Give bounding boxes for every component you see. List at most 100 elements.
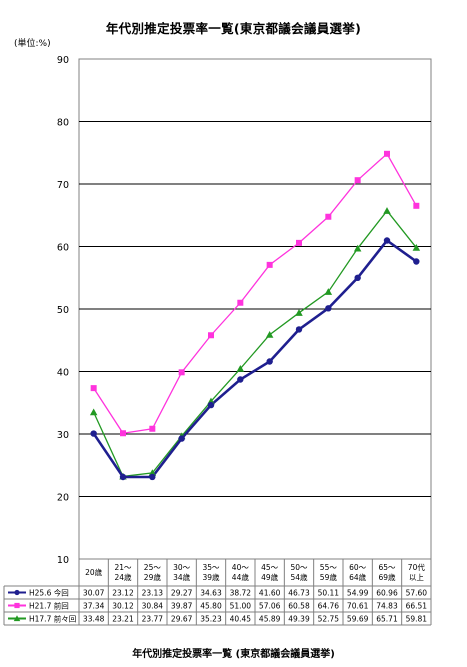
data-point: [412, 243, 421, 251]
data-point: [178, 369, 185, 376]
data-label: 41.60: [259, 589, 281, 598]
data-label: 54.99: [347, 589, 369, 598]
x-tick-label: 35～: [202, 563, 220, 572]
x-tick-label: 50～: [290, 563, 308, 572]
data-label: 65.71: [376, 615, 398, 624]
data-point: [413, 202, 420, 209]
x-tick-label: 59歳: [320, 572, 338, 582]
data-point: [325, 305, 332, 312]
data-label: 23.13: [142, 589, 164, 598]
data-point: [119, 473, 127, 481]
data-point: [207, 401, 215, 409]
data-point: [236, 364, 245, 372]
data-point: [325, 213, 332, 220]
data-point: [90, 430, 97, 437]
x-tick-label: 29歳: [144, 572, 162, 582]
x-tick-label: 40～: [232, 563, 250, 572]
data-label: 39.87: [171, 602, 193, 611]
data-label: 38.72: [230, 589, 252, 598]
x-tick-label: 60～: [349, 563, 367, 572]
data-label: 57.06: [259, 602, 281, 611]
data-label: 60.58: [288, 602, 310, 611]
x-tick-label: 65～: [378, 563, 396, 572]
series-lines: [92, 152, 418, 479]
data-point: [383, 237, 391, 244]
data-label: 35.23: [200, 615, 222, 624]
data-label: 23.77: [142, 615, 164, 624]
data-label: 40.45: [230, 615, 252, 624]
data-label: 23.12: [112, 589, 134, 598]
data-label: 46.73: [288, 589, 310, 598]
legend-marker: [13, 615, 21, 622]
legend-label: H17.7 前々回: [29, 614, 76, 624]
data-point: [413, 258, 420, 265]
data-point: [266, 358, 273, 365]
x-tick-label: 34歳: [173, 572, 191, 582]
data-label: 50.11: [318, 589, 340, 598]
data-point: [295, 309, 303, 316]
data-table: 20歳 21～24歳 25～29歳 30～34歳 35～39歳 40～44歳 45～49歳 5…: [3, 559, 432, 626]
data-label: 57.60: [406, 589, 428, 598]
x-tick-label: 24歳: [114, 572, 132, 582]
data-point: [354, 274, 361, 282]
data-label: 45.89: [259, 615, 281, 624]
x-tick-label: 44歳: [232, 572, 250, 582]
x-tick-label: 25～: [144, 563, 162, 572]
x-tick-label: 39歳: [202, 572, 220, 582]
data-label: 49.39: [288, 615, 310, 624]
data-point: [353, 244, 362, 252]
data-label: 30.12: [112, 602, 134, 611]
data-point: [384, 150, 390, 157]
data-label: 30.84: [142, 602, 164, 611]
data-point: [148, 469, 157, 476]
y-tick-label: 10: [57, 555, 69, 566]
data-label: 30.07: [83, 589, 105, 598]
y-tick-label: 30: [57, 430, 69, 441]
data-label: 29.27: [171, 589, 193, 598]
data-point: [265, 330, 274, 338]
y-tick-label: 70: [57, 180, 69, 191]
series-line: [93, 209, 417, 478]
data-point: [237, 376, 244, 383]
legend-marker: [14, 602, 20, 609]
chart-title: 年代別推定投票率一覧(東京都議会議員選挙): [105, 21, 362, 36]
data-label: 37.34: [83, 602, 105, 611]
series-line: [92, 238, 418, 479]
data-point: [266, 261, 273, 268]
y-tick-label: 60: [57, 243, 69, 254]
data-label: 59.81: [406, 615, 428, 624]
data-label: 66.51: [406, 602, 428, 611]
data-point: [89, 408, 98, 416]
data-point: [324, 288, 333, 295]
data-label: 45.80: [200, 602, 222, 611]
series-markers: [89, 150, 421, 481]
data-point: [149, 425, 156, 432]
x-tick-label: 21～: [114, 563, 132, 572]
data-point: [237, 299, 244, 306]
x-tick-label: 49歳: [261, 572, 279, 582]
x-tick-label: 30～: [173, 563, 191, 572]
data-point: [296, 239, 302, 246]
series-line: [93, 152, 417, 434]
data-point: [354, 177, 361, 184]
x-tick-label: 69歳: [378, 572, 396, 582]
x-tick-label: 以上: [409, 573, 424, 582]
data-point: [295, 326, 303, 333]
legend-label: H21.7 前回: [29, 601, 69, 611]
data-label: 23.21: [112, 615, 134, 624]
y-tick-label: 20: [57, 493, 69, 504]
y-tick-label: 40: [57, 368, 69, 379]
data-label: 34.63: [200, 589, 222, 598]
data-label: 29.67: [171, 615, 193, 624]
legend-marker: [14, 589, 20, 596]
data-label: 51.00: [230, 602, 252, 611]
y-unit-label: (単位:%): [14, 39, 51, 49]
data-point: [149, 473, 156, 481]
data-point: [208, 332, 214, 339]
data-point: [178, 435, 185, 442]
x-tick-label: 45～: [261, 563, 279, 572]
figure-caption: 年代別推定投票率一覧 (東京都議会議員選挙): [132, 649, 335, 660]
legend-label: H25.6 今回: [29, 588, 69, 598]
x-tick-label: 55～: [320, 563, 338, 572]
